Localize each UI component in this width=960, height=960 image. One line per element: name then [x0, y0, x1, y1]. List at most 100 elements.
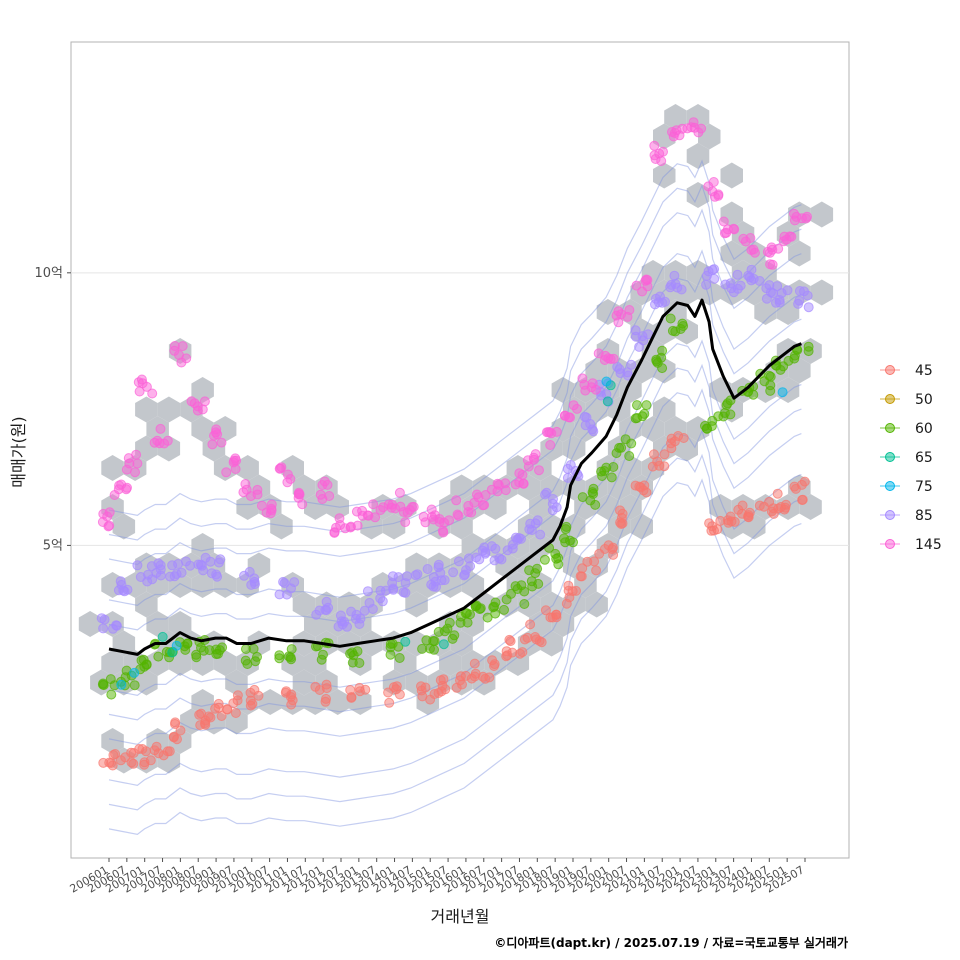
point-area-85: [465, 561, 476, 572]
point-area-85: [380, 585, 391, 596]
point-area-145: [408, 501, 419, 512]
point-area-85: [250, 579, 260, 590]
point-area-145: [293, 487, 304, 498]
hexbin-cell: [562, 435, 586, 462]
legend-key-point: [885, 423, 895, 433]
point-area-85: [239, 570, 250, 581]
point-area-45: [487, 655, 498, 666]
legend-key-point: [885, 365, 895, 375]
point-area-85: [774, 295, 785, 305]
point-area-60: [624, 451, 635, 461]
point-area-145: [334, 513, 345, 524]
point-area-60: [385, 639, 396, 649]
point-area-85: [422, 564, 433, 574]
hexbin-cell: [225, 708, 248, 735]
point-area-85: [634, 341, 645, 352]
point-area-145: [159, 438, 170, 449]
hexbin-cell: [810, 279, 834, 306]
point-area-145: [131, 449, 142, 460]
point-area-145: [528, 452, 539, 463]
hexbin-cell: [101, 650, 124, 676]
density-contour: [108, 478, 802, 836]
point-area-145: [579, 379, 590, 390]
point-area-75: [171, 640, 182, 651]
point-area-145: [551, 426, 562, 437]
point-area-60: [641, 400, 652, 411]
point-area-85: [772, 281, 783, 292]
hexbin-cell: [619, 455, 642, 481]
point-area-60: [637, 411, 648, 422]
point-area-45: [287, 695, 298, 706]
point-area-60: [539, 554, 550, 565]
point-area-45: [280, 687, 291, 698]
point-area-60: [240, 655, 251, 666]
point-area-45: [659, 449, 670, 460]
point-area-60: [394, 653, 405, 663]
point-area-45: [139, 759, 150, 770]
point-area-60: [657, 363, 668, 374]
point-area-60: [482, 612, 493, 623]
point-area-60: [417, 643, 428, 654]
point-area-145: [297, 499, 308, 510]
point-area-85: [754, 276, 765, 286]
hexbin-cell: [191, 572, 214, 598]
point-area-145: [568, 400, 579, 411]
point-area-85: [333, 621, 344, 632]
point-area-145: [174, 350, 184, 360]
point-area-145: [613, 306, 624, 317]
point-area-145: [479, 500, 490, 510]
points-layer: [96, 117, 814, 771]
point-area-60: [775, 364, 786, 375]
point-area-145: [565, 412, 575, 423]
point-area-145: [689, 122, 700, 133]
point-area-60: [789, 353, 800, 364]
point-area-45: [525, 619, 536, 630]
hexbin-cell: [101, 728, 124, 754]
point-area-45: [704, 518, 715, 529]
point-area-85: [119, 586, 130, 597]
hexbin-cell: [112, 513, 136, 540]
point-area-145: [241, 484, 252, 495]
point-area-45: [678, 433, 689, 443]
legend-key-point: [885, 510, 895, 520]
point-area-60: [616, 442, 627, 453]
point-area-45: [460, 670, 471, 681]
point-area-85: [494, 553, 505, 564]
point-area-60: [559, 533, 569, 544]
hexbin-cell: [810, 201, 834, 228]
point-area-85: [676, 284, 687, 295]
point-area-65: [167, 647, 178, 658]
point-area-145: [177, 341, 188, 352]
point-area-45: [616, 519, 627, 529]
point-area-85: [453, 556, 464, 567]
point-area-145: [418, 511, 429, 522]
point-area-145: [402, 507, 413, 518]
point-area-145: [718, 216, 729, 227]
hexbin-cell: [686, 182, 710, 208]
point-area-145: [713, 190, 724, 201]
legend-key-point: [885, 394, 895, 404]
point-area-85: [655, 291, 665, 302]
point-area-145: [104, 520, 115, 531]
hexbin-cell: [596, 494, 620, 520]
point-area-145: [587, 378, 598, 389]
point-area-65: [157, 631, 168, 642]
point-area-60: [499, 604, 509, 615]
point-area-60: [191, 652, 202, 663]
hexbin-cell: [292, 630, 316, 657]
hexbin-cell: [326, 494, 349, 520]
point-area-85: [367, 604, 378, 614]
hexbin-cell: [405, 591, 428, 618]
point-area-45: [433, 688, 444, 698]
point-area-60: [667, 325, 678, 336]
point-area-85: [274, 589, 285, 600]
point-area-60: [803, 341, 814, 352]
point-area-145: [324, 491, 335, 501]
point-area-60: [129, 680, 140, 691]
point-area-85: [540, 489, 551, 500]
hexbin-cell: [78, 611, 102, 637]
point-area-145: [492, 478, 503, 489]
point-area-45: [729, 516, 740, 527]
point-area-85: [279, 578, 290, 589]
point-area-60: [585, 495, 596, 506]
